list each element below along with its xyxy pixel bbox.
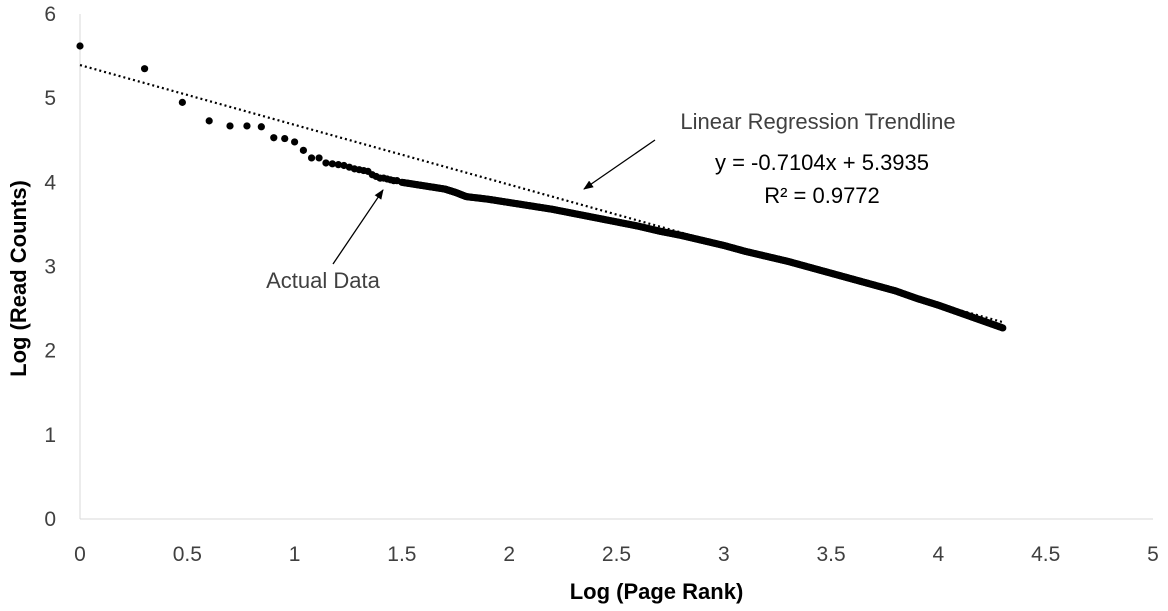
y-tick-label: 6 [44,3,56,26]
x-tick-label: 3.5 [816,543,845,566]
trendline-annotation-arrow [583,139,656,190]
y-tick-label: 4 [44,171,56,194]
trendline-equation: y = -0.7104x + 5.3935 [715,150,929,175]
data-point [322,159,330,167]
trendline-r-squared: R² = 0.9772 [764,183,880,208]
y-tick-label: 0 [44,508,56,531]
y-tick-label: 5 [44,87,56,110]
y-tick-label: 2 [44,340,56,363]
x-tick-label: 4 [933,543,945,566]
data-point [999,324,1007,332]
actual-data-annotation-arrow [332,189,384,265]
y-tick-label: 1 [44,424,56,447]
x-tick-label: 5 [1147,543,1159,566]
y-tick-label: 3 [44,256,56,279]
x-tick-label: 0.5 [173,543,202,566]
data-point [76,42,84,50]
data-point [281,134,289,143]
x-tick-label: 1 [289,543,301,566]
data-point [334,161,342,169]
data-point [178,98,186,106]
data-point [226,122,234,130]
data-point [315,154,323,162]
x-tick-label: 2.5 [602,543,631,566]
x-tick-label: 4.5 [1031,543,1060,566]
data-point [140,65,149,73]
data-point [328,160,336,168]
data-point [270,134,278,142]
trendline-label: Linear Regression Trendline [680,109,955,134]
x-tick-label: 0 [74,543,86,566]
x-tick-label: 2 [503,543,515,566]
x-tick-label: 1.5 [387,543,416,566]
x-tick-label: 3 [718,543,730,566]
x-axis-title: Log (Page Rank) [570,579,744,604]
data-point [307,154,316,162]
y-axis-title: Log (Read Counts) [6,180,31,377]
data-point [299,146,307,154]
data-point [257,123,265,131]
data-point [243,122,251,130]
data-point [205,117,213,125]
actual-data-label: Actual Data [266,268,380,293]
data-point [291,138,299,146]
